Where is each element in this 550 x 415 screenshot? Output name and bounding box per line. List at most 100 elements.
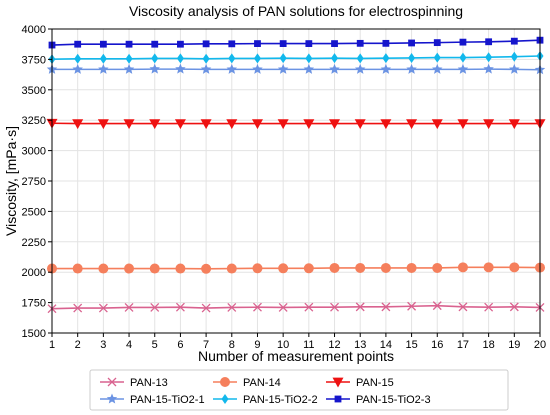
- y-tick-label: 1750: [22, 298, 46, 310]
- square-marker: [125, 40, 133, 48]
- circle-marker: [72, 263, 83, 274]
- x-tick-label: 16: [431, 339, 443, 351]
- x-marker: [458, 302, 468, 312]
- x-tick-label: 12: [328, 339, 340, 351]
- x-tick-label: 20: [534, 339, 546, 351]
- circle-marker: [124, 263, 135, 274]
- circle-marker: [226, 263, 237, 274]
- x-marker: [98, 303, 108, 313]
- series-line: [51, 55, 541, 60]
- star-marker: [509, 63, 520, 74]
- y-tick-label: 3000: [22, 146, 46, 158]
- square-marker: [254, 40, 261, 47]
- plot-area: [46, 36, 546, 314]
- x-tick-label: 11: [303, 339, 314, 351]
- square-marker: [334, 395, 342, 403]
- triangle-down-marker: [251, 119, 263, 130]
- circle-marker: [355, 262, 366, 273]
- star-marker: [354, 63, 366, 74]
- legend-label: PAN-15-TiO2-2: [243, 394, 318, 406]
- series-pan-15-tio2-3: [48, 36, 544, 49]
- triangle-down-marker: [457, 119, 469, 130]
- triangle-down-marker: [406, 119, 418, 130]
- star-marker: [406, 63, 417, 74]
- triangle-down-marker: [354, 119, 366, 130]
- legend-item: PAN-14: [213, 377, 281, 389]
- circle-marker: [432, 262, 443, 273]
- x-marker: [304, 302, 314, 312]
- star-marker: [123, 63, 135, 74]
- legend-label: PAN-15-TiO2-1: [130, 394, 205, 406]
- x-tick-label: 13: [354, 339, 366, 351]
- legend-item: PAN-13: [100, 377, 168, 389]
- circle-marker: [457, 262, 468, 273]
- series-line: [52, 68, 541, 71]
- series-pan-14: [47, 262, 545, 274]
- diamond-marker: [510, 51, 518, 62]
- diamond-marker: [74, 53, 82, 64]
- legend-label: PAN-15-TiO2-3: [356, 394, 431, 406]
- circle-marker: [406, 262, 417, 273]
- square-marker: [305, 40, 313, 47]
- square-marker: [459, 38, 467, 46]
- y-tick-label: 4000: [22, 24, 46, 36]
- x-tick-label: 19: [508, 339, 520, 351]
- triangle-down-marker: [72, 119, 84, 130]
- x-axis: 1 2 3 4 5 6 7 8 9 10 11 12 13 14 15 16 17 18 19 20: [49, 333, 546, 351]
- circle-marker: [220, 377, 230, 387]
- circle-marker: [175, 263, 186, 274]
- diamond-marker: [202, 53, 210, 64]
- star-marker: [98, 63, 109, 74]
- circle-marker: [329, 262, 340, 273]
- star-marker: [252, 63, 263, 74]
- x-marker: [278, 303, 288, 312]
- square-marker: [485, 38, 493, 46]
- square-marker: [99, 40, 107, 48]
- diamond-marker: [408, 52, 416, 63]
- series-line: [51, 304, 541, 310]
- diamond-marker: [253, 53, 261, 64]
- star-marker: [329, 63, 340, 74]
- circle-marker: [149, 263, 160, 274]
- diamond-marker: [305, 53, 313, 64]
- legend-item: PAN-15-TiO2-2: [213, 394, 318, 406]
- x-marker: [432, 301, 442, 311]
- star-marker: [380, 63, 392, 74]
- legend-item: PAN-15: [326, 377, 394, 389]
- x-marker: [107, 377, 117, 387]
- triangle-down-marker: [332, 377, 344, 388]
- x-tick-label: 17: [457, 339, 469, 351]
- triangle-down-marker: [226, 119, 238, 130]
- y-axis: 1500 1750 2000 2250 2500 2750 3000 3250 3500 3750…: [22, 24, 52, 340]
- x-tick-label: 3: [100, 339, 106, 351]
- square-marker: [331, 40, 338, 47]
- x-tick-label: 18: [483, 339, 495, 351]
- square-marker: [74, 40, 82, 48]
- legend-label: PAN-15: [356, 377, 394, 389]
- triangle-down-marker: [123, 119, 135, 130]
- x-marker: [227, 303, 237, 312]
- square-marker: [151, 40, 159, 48]
- x-tick-label: 14: [380, 339, 392, 351]
- star-marker: [277, 63, 289, 74]
- star-marker: [72, 63, 83, 74]
- x-marker: [509, 302, 519, 312]
- x-axis-label: Number of measurement points: [198, 348, 394, 364]
- legend-label: PAN-13: [130, 377, 168, 389]
- y-tick-label: 3250: [22, 115, 46, 127]
- legend-item: PAN-15-TiO2-3: [326, 394, 431, 406]
- square-marker: [356, 39, 364, 47]
- diamond-marker: [356, 53, 364, 64]
- diamond-marker: [459, 52, 467, 63]
- y-tick-label: 2500: [22, 206, 46, 218]
- x-marker: [124, 303, 134, 312]
- square-marker: [408, 39, 415, 47]
- square-marker: [510, 37, 518, 45]
- x-tick-label: 15: [405, 339, 417, 351]
- chart-title: Viscosity analysis of PAN solutions for …: [129, 3, 463, 19]
- triangle-down-marker: [277, 119, 289, 130]
- diamond-marker: [382, 53, 390, 64]
- x-marker: [330, 302, 339, 312]
- circle-marker: [303, 263, 314, 274]
- triangle-down-marker: [149, 119, 161, 130]
